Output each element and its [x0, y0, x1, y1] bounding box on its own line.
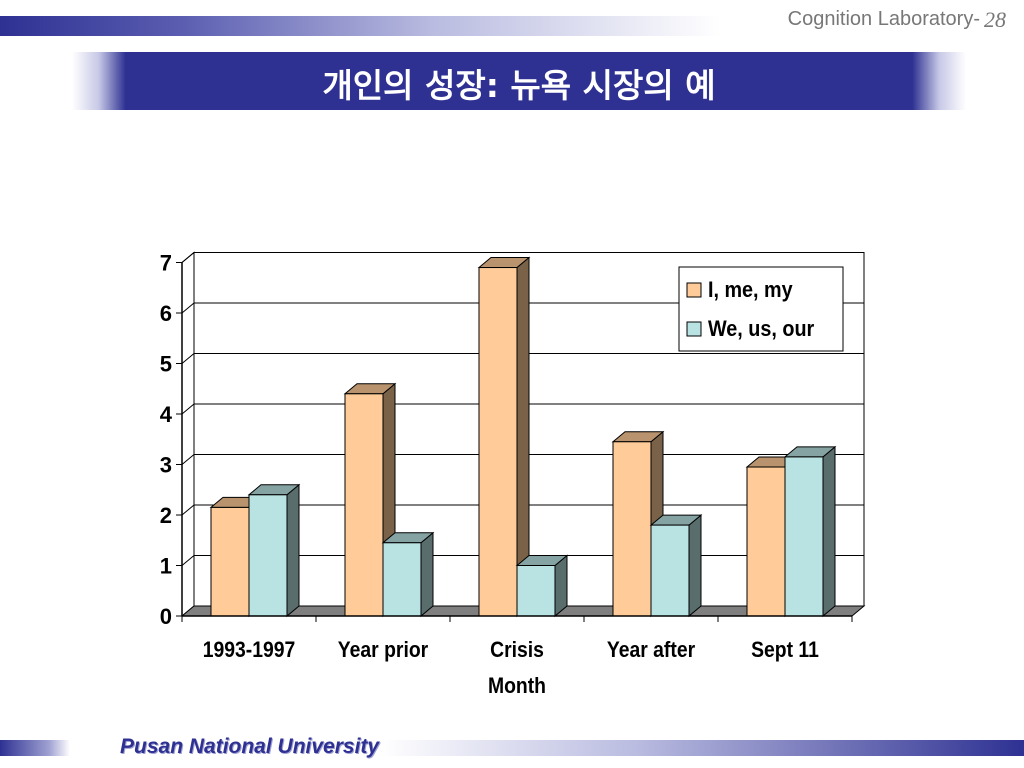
gridline-side: [181, 302, 195, 314]
bar: [478, 267, 518, 617]
gridline-side: [181, 403, 195, 415]
legend-label: We, us, our: [708, 317, 814, 341]
header-stripe: [0, 16, 720, 36]
y-tick-label: 1: [160, 554, 172, 579]
bar: [650, 524, 690, 617]
footer-university: Pusan National University: [120, 735, 380, 758]
y-tick-label: 5: [160, 352, 172, 377]
gridline-side: [181, 353, 195, 364]
legend-box: [678, 266, 844, 352]
gridline-side: [181, 504, 195, 516]
y-tick-label: 2: [160, 503, 172, 528]
gridline-side: [181, 252, 195, 263]
slide-number: 28: [984, 7, 1006, 32]
gridline-side: [181, 555, 195, 566]
y-tick-label: 3: [160, 453, 172, 478]
legend-label: I, me, my: [708, 278, 793, 302]
x-tick-label: Sept 11: [751, 638, 819, 662]
bar: [344, 393, 384, 617]
x-tick-label: Year prior: [338, 638, 428, 662]
chart-side-wall: [181, 251, 195, 618]
y-tick-label: 4: [160, 402, 173, 427]
x-tick-label: Month: [488, 674, 546, 698]
bar: [784, 456, 824, 617]
bar-side: [822, 445, 836, 618]
x-tick-label: Crisis: [490, 638, 544, 662]
bar: [612, 441, 652, 617]
bar-side: [420, 531, 434, 618]
lab-label: Cognition Laboratory-: [787, 8, 980, 30]
y-tick-label: 7: [160, 251, 172, 276]
footer-stripe-left: [0, 740, 70, 756]
y-tick-label: 0: [160, 604, 172, 629]
slide-title: 개인의 성장: 뉴욕 시장의 예: [322, 66, 716, 105]
bar-side: [286, 483, 300, 618]
legend-swatch: [686, 282, 702, 298]
bar-side: [688, 514, 702, 618]
y-tick-label: 6: [160, 301, 172, 326]
bar: [210, 506, 250, 617]
bar: [382, 542, 422, 617]
title-bar: 개인의 성장: 뉴욕 시장의 예: [72, 52, 966, 110]
x-tick-label: Year after: [607, 638, 695, 662]
bar: [746, 466, 786, 617]
bar: [516, 565, 556, 617]
x-tick-label: 1993-1997: [203, 638, 296, 662]
bar: [248, 494, 288, 617]
legend-swatch: [686, 321, 702, 337]
footer-stripe-right: [380, 740, 1024, 756]
gridline-side: [181, 454, 195, 465]
